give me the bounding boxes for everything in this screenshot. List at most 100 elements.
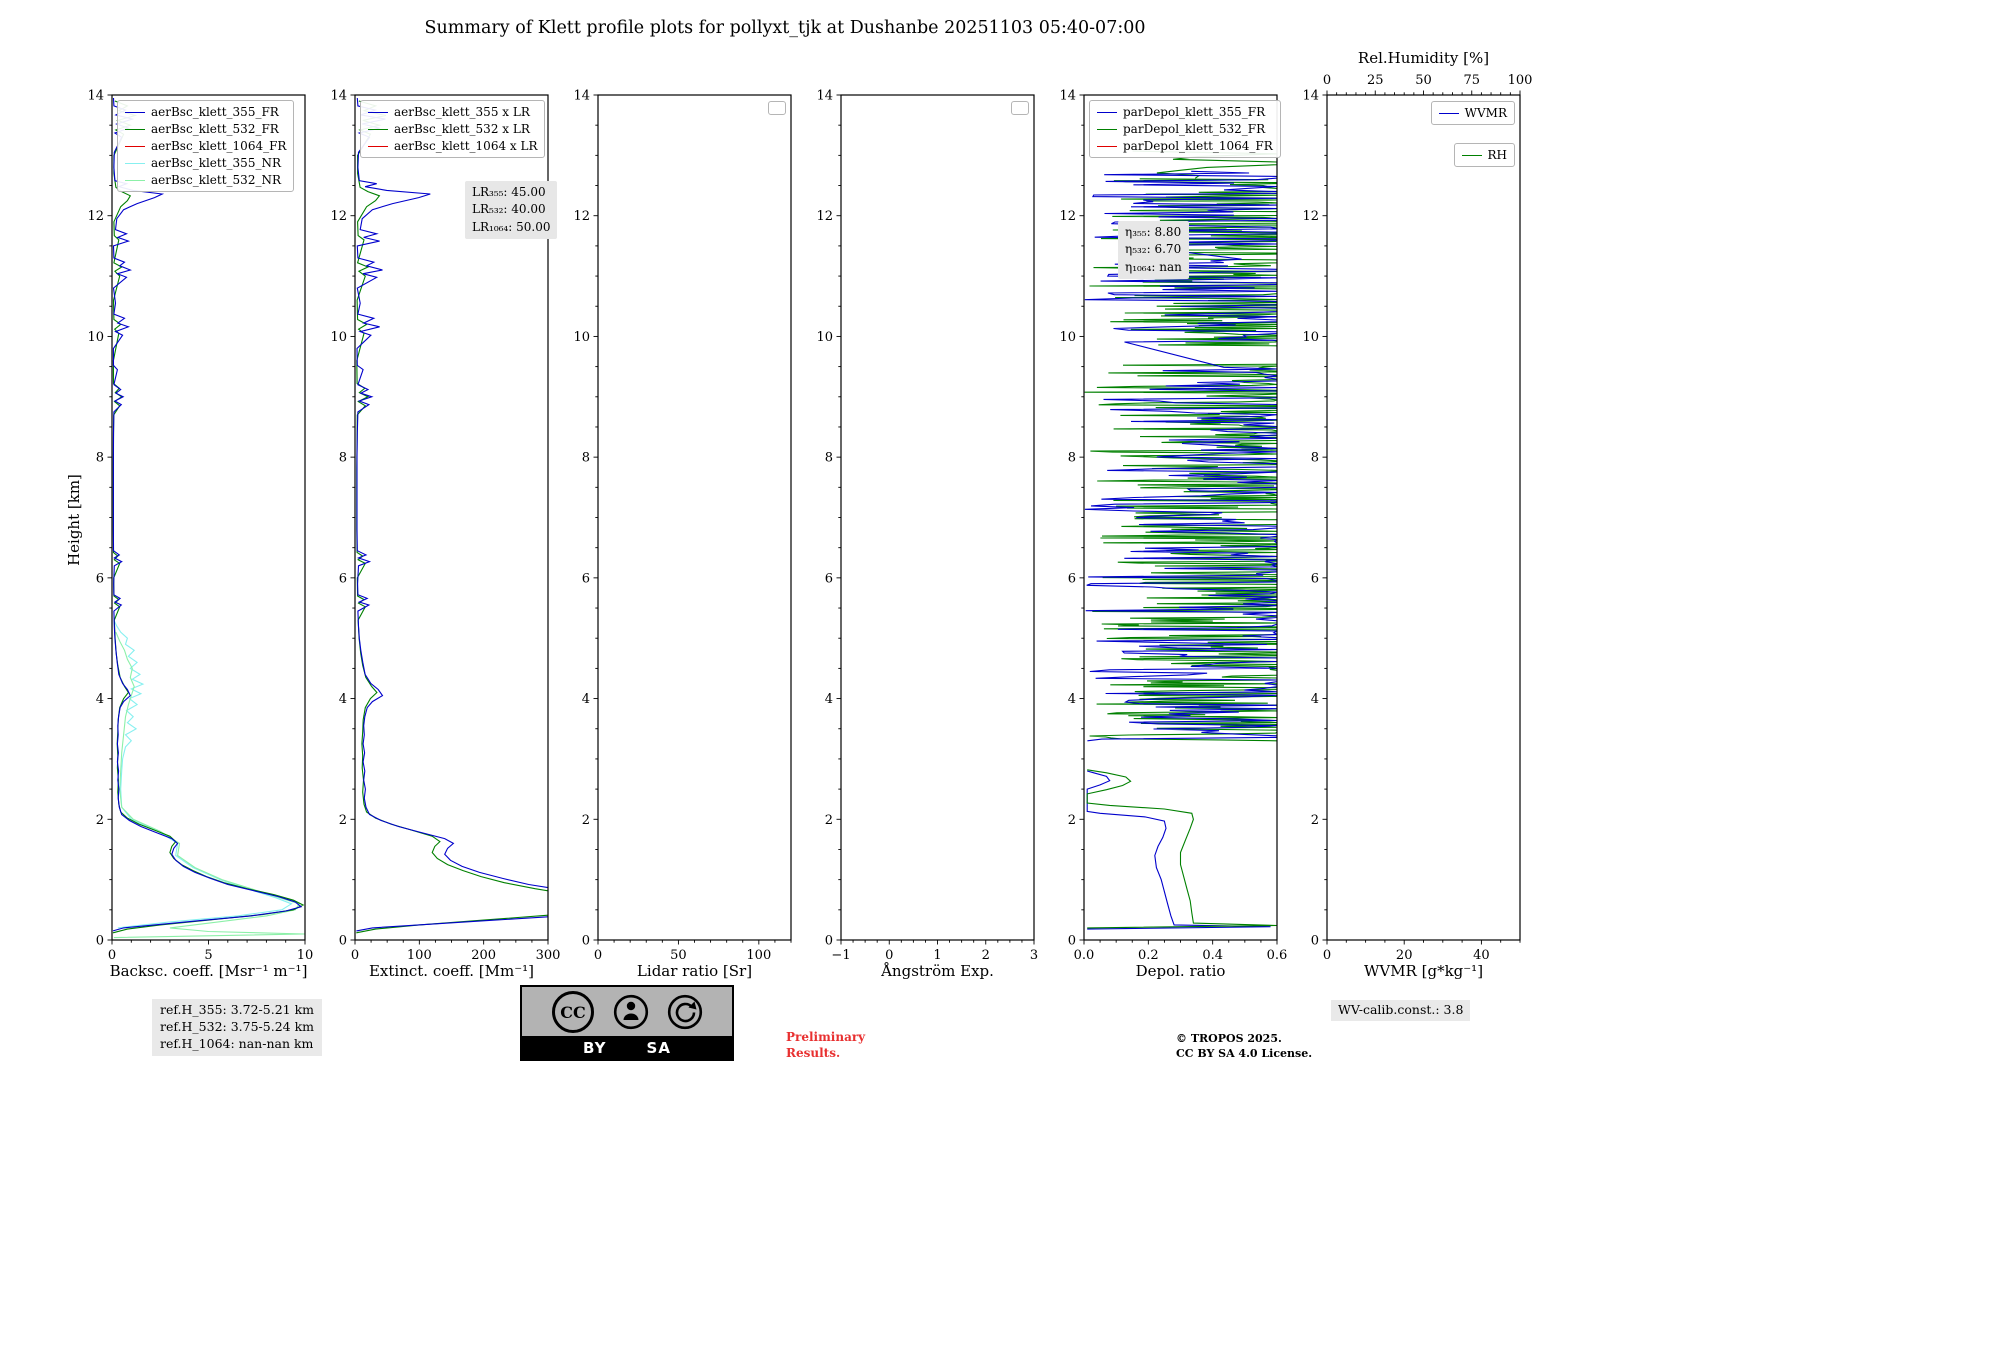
- panel-extinction: 0 100 200 300 0 2 4 6 8 10 12 14 Extinct. coeff. [Mm…: [330, 89, 560, 981]
- panel-wvmr: 0 20 40 0 2 4 6 8 10 12 14 0 25 50 75 100 Rel.Humidity […: [1302, 49, 1532, 980]
- svg-text:8: 8: [1311, 451, 1319, 466]
- svg-text:12: 12: [330, 209, 347, 224]
- legend-entry: aerBsc_klett_532_NR: [125, 173, 286, 187]
- legend-label: RH: [1487, 148, 1508, 162]
- svg-text:8: 8: [582, 451, 590, 466]
- legend-entry: parDepol_klett_532_FR: [1097, 122, 1273, 136]
- plot-svg-backscatter: 0 5 10 0 2 4 6 8 10 12 14: [87, 89, 313, 964]
- axes-frame: [1326, 94, 1521, 941]
- svg-text:6: 6: [339, 571, 347, 586]
- svg-text:8: 8: [825, 451, 833, 466]
- svg-text:0.0: 0.0: [1074, 948, 1095, 963]
- infobox-line: η₅₃₂: 6.70: [1125, 242, 1182, 257]
- svg-text:6: 6: [96, 571, 104, 586]
- cc-by-label: BY: [583, 1038, 607, 1057]
- legend-entry: aerBsc_klett_355 x LR: [368, 105, 537, 119]
- legend-entry: aerBsc_klett_532_FR: [125, 122, 286, 136]
- svg-text:300: 300: [536, 948, 561, 963]
- plot-svg-lidar-ratio: 0 50 100 0 2 4 6 8 10 12 14: [573, 89, 792, 964]
- svg-text:4: 4: [339, 692, 347, 707]
- legend-entry: parDepol_klett_1064_FR: [1097, 139, 1273, 153]
- svg-text:4: 4: [1068, 692, 1076, 707]
- svg-text:4: 4: [582, 692, 590, 707]
- legend-wvmr-2: RH: [1453, 143, 1515, 167]
- svg-text:0: 0: [594, 948, 602, 963]
- svg-text:4: 4: [1311, 692, 1319, 707]
- tick-labels: 0 20 40 0 2 4 6 8 10 12 14 0 25 50 75 100 Rel.Humidity […: [1302, 49, 1532, 963]
- svg-text:2: 2: [982, 948, 990, 963]
- svg-text:40: 40: [1473, 948, 1490, 963]
- plot-svg-wvmr: 0 20 40 0 2 4 6 8 10 12 14 0 25 50 75 100 Rel.Humidity […: [1302, 49, 1532, 963]
- svg-text:100: 100: [746, 948, 771, 963]
- sa-arrow-icon: [667, 994, 703, 1029]
- series-group: [356, 97, 548, 934]
- legend-line-sample: [1438, 112, 1459, 114]
- legend-extinction: aerBsc_klett_355 x LR aerBsc_klett_532 x …: [360, 100, 546, 158]
- ticks: [593, 94, 792, 945]
- legend-label: aerBsc_klett_355 x LR: [394, 105, 530, 119]
- legend-label: parDepol_klett_532_FR: [1123, 122, 1266, 136]
- infobox-line: LR₃₅₅: 45.00: [472, 185, 546, 199]
- plot-svg-extinction: 0 100 200 300 0 2 4 6 8 10 12 14: [330, 89, 561, 964]
- panel-lidar-ratio: 0 50 100 0 2 4 6 8 10 12 14 Lidar ratio [Sr]: [573, 89, 792, 980]
- svg-text:200: 200: [471, 948, 496, 963]
- panel-depol: 0.0 0.2 0.4 0.6 0 2 4 6 8 10 12 14 Depol. ratio parDe…: [1059, 89, 1287, 981]
- series-aerBsc_klett_532_NR: [113, 631, 305, 939]
- legend-label: parDepol_klett_355_FR: [1123, 105, 1266, 119]
- panel-backscatter: 0 5 10 0 2 4 6 8 10 12 14 Backsc. coeff. [Msr⁻¹ m⁻¹…: [87, 89, 313, 981]
- refh-355: ref.H_355: 3.72-5.21 km: [160, 1002, 315, 1017]
- legend-entry: aerBsc_klett_532 x LR: [368, 122, 537, 136]
- svg-text:20: 20: [1396, 948, 1413, 963]
- svg-text:12: 12: [816, 209, 833, 224]
- svg-text:0.2: 0.2: [1138, 948, 1159, 963]
- svg-text:25: 25: [1367, 73, 1384, 88]
- svg-text:10: 10: [330, 330, 347, 345]
- series-parDepol_klett_532_FR: [1086, 769, 1277, 929]
- wv-calibration-annotation: WV-calib.const.: 3.8: [1331, 1000, 1471, 1021]
- legend-angstroem: [1011, 101, 1029, 115]
- svg-text:6: 6: [1311, 571, 1319, 586]
- infobox-extinction: LR₃₅₅: 45.00 LR₅₃₂: 40.00 LR₁₀₆₄: 50.00: [465, 181, 558, 240]
- svg-text:6: 6: [825, 571, 833, 586]
- series-aerBsc_klett_355_FR: [112, 97, 303, 932]
- copyright-line2: CC BY SA 4.0 License.: [1176, 1046, 1313, 1060]
- legend-line-sample: [368, 145, 388, 147]
- svg-text:0.4: 0.4: [1202, 948, 1223, 963]
- legend-line-sample: [1097, 111, 1117, 113]
- svg-text:100: 100: [1508, 73, 1533, 88]
- legend-entry: aerBsc_klett_1064 x LR: [368, 139, 537, 153]
- preliminary-line2: Results.: [786, 1046, 841, 1061]
- svg-text:0: 0: [1323, 948, 1331, 963]
- legend-label: WVMR: [1464, 106, 1507, 120]
- legend-label: aerBsc_klett_532 x LR: [394, 122, 530, 136]
- svg-text:6: 6: [582, 571, 590, 586]
- legend-line-sample: [368, 128, 388, 130]
- svg-text:0: 0: [339, 934, 347, 949]
- x-axis-label-lidar-ratio: Lidar ratio [Sr]: [636, 962, 753, 980]
- svg-text:0: 0: [96, 934, 104, 949]
- x-axis-label-wvmr: WVMR [g*kg⁻¹]: [1363, 962, 1484, 980]
- tick-labels: 0 5 10 0 2 4 6 8 10 12 14: [87, 89, 313, 964]
- legend-entry: aerBsc_klett_1064_FR: [125, 139, 286, 153]
- svg-text:12: 12: [1302, 209, 1319, 224]
- legend-line-sample: [125, 162, 145, 164]
- legend-wvmr: WVMR: [1430, 101, 1515, 125]
- tick-labels: 0 50 100 0 2 4 6 8 10 12 14: [573, 89, 771, 964]
- refh-1064: ref.H_1064: nan-nan km: [160, 1035, 314, 1051]
- svg-text:14: 14: [573, 89, 590, 104]
- axes-frame: [840, 94, 1035, 941]
- svg-text:12: 12: [87, 209, 104, 224]
- axes-frame: [597, 94, 792, 941]
- cc-badge-icons: CC: [522, 987, 732, 1036]
- legend-entry: aerBsc_klett_355_NR: [125, 156, 286, 170]
- infobox-depol: η₃₅₅: 8.80 η₅₃₂: 6.70 η₁₀₆₄: nan: [1118, 221, 1189, 280]
- svg-text:2: 2: [1068, 813, 1076, 828]
- legend-depol: parDepol_klett_355_FR parDepol_klett_532_…: [1089, 100, 1281, 158]
- legend-line-sample: [1097, 128, 1117, 130]
- copyright-note: © TROPOS 2025. CC BY SA 4.0 License.: [1176, 1032, 1312, 1062]
- svg-text:2: 2: [1311, 813, 1319, 828]
- cc-logo-icon: CC: [552, 990, 594, 1033]
- legend-label: aerBsc_klett_355_NR: [151, 156, 281, 170]
- svg-text:10: 10: [87, 330, 104, 345]
